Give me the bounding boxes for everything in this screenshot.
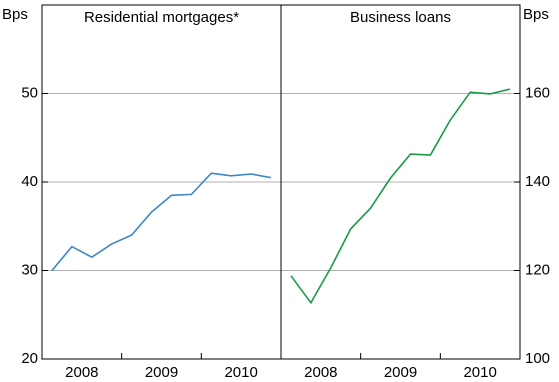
- y-tick-label: 120: [525, 261, 550, 278]
- y-tick-label: 100: [525, 350, 550, 367]
- y-tick-label: 40: [21, 173, 38, 190]
- line: [290, 88, 511, 305]
- x-tick-label: 2008: [304, 364, 337, 381]
- y-tick-label: 50: [21, 84, 38, 101]
- y-tick-label: 160: [525, 84, 550, 101]
- x-tick-label: 2009: [384, 364, 417, 381]
- x-tick-label: 2009: [145, 364, 178, 381]
- y-tick-label: 20: [21, 350, 38, 367]
- line: [51, 172, 272, 272]
- y-axis-label: Bps: [523, 6, 549, 23]
- x-tick-label: 2008: [65, 364, 98, 381]
- y-axis-label: Bps: [2, 6, 28, 23]
- x-tick-label: 2010: [463, 364, 496, 381]
- y-tick-label: 30: [21, 261, 38, 278]
- y-tick-label: 140: [525, 173, 550, 190]
- x-tick-label: 2010: [224, 364, 257, 381]
- panel-title: Residential mortgages*: [84, 9, 239, 26]
- panel-title: Business loans: [350, 9, 451, 26]
